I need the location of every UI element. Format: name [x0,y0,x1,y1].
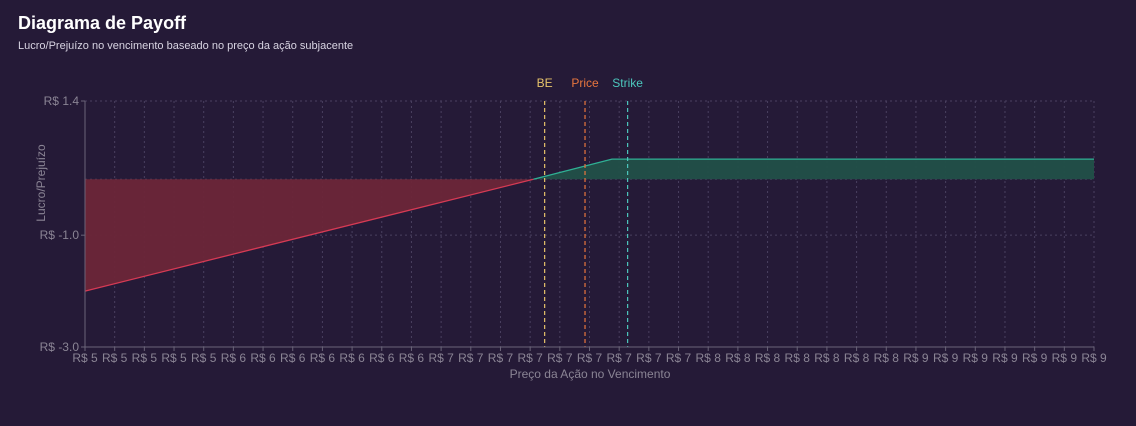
x-tick-label: R$ 7 [488,351,514,365]
x-tick-label: R$ 7 [636,351,662,365]
x-tick-label: R$ 5 [102,351,128,365]
x-tick-label: R$ 8 [844,351,870,365]
x-tick-label: R$ 6 [221,351,247,365]
x-tick-label: R$ 6 [250,351,276,365]
y-axis-title: Lucro/Prejuízo [34,144,48,222]
x-tick-label: R$ 8 [755,351,781,365]
marker-lines: BE Price Strike [537,76,643,347]
x-tick-label: R$ 6 [339,351,365,365]
x-tick-label: R$ 9 [933,351,959,365]
x-tick-label: R$ 8 [725,351,751,365]
x-tick-label: R$ 7 [428,351,454,365]
y-tick-label: R$ -3.0 [40,340,80,354]
x-axis-title: Preço da Ação no Vencimento [510,367,671,381]
x-tick-label: R$ 9 [1081,351,1107,365]
loss-line [84,178,534,292]
x-tick-label: R$ 7 [517,351,543,365]
x-tick-label: R$ 9 [963,351,989,365]
x-tick-label: R$ 8 [785,351,811,365]
be-marker-label: BE [537,76,553,90]
x-tick-label: R$ 5 [132,351,158,365]
x-tick-label: R$ 9 [992,351,1018,365]
strike-marker-label: Strike [612,76,643,90]
x-tick-label: R$ 8 [874,351,900,365]
x-tick-label: R$ 9 [1022,351,1048,365]
x-tick-label: R$ 9 [1052,351,1078,365]
x-tick-label: R$ 7 [606,351,632,365]
x-tick-label: R$ 6 [280,351,306,365]
y-tick-label: R$ -1.0 [40,228,80,242]
x-tick-label: R$ 6 [399,351,425,365]
x-tick-label: R$ 7 [547,351,573,365]
x-tick-label: R$ 7 [577,351,603,365]
x-tick-label: R$ 5 [191,351,217,365]
x-tick-label: R$ 7 [458,351,484,365]
x-tick-label: R$ 9 [903,351,929,365]
profit-area [533,159,1094,180]
x-tick-label: R$ 8 [814,351,840,365]
y-tick-label: R$ 1.4 [44,94,80,108]
x-tick-label: R$ 6 [369,351,395,365]
x-tick-label: R$ 5 [161,351,187,365]
x-tick-label: R$ 6 [310,351,336,365]
chart-title: Diagrama de Payoff [18,13,187,33]
chart-subtitle: Lucro/Prejuízo no vencimento baseado no … [18,40,354,52]
payoff-lines [84,158,1094,292]
x-tick-label: R$ 7 [666,351,692,365]
x-tick-label: R$ 8 [696,351,722,365]
price-marker-label: Price [571,76,599,90]
profit-line [533,158,1094,180]
x-tick-label: R$ 5 [72,351,98,365]
chart-grid [84,100,1095,348]
chart-axes: R$ 5 R$ 5 R$ 5 R$ 5 R$ 5 R$ 6 R$ 6 R$ 6 R$ 6 R$ 6… [40,94,1107,365]
